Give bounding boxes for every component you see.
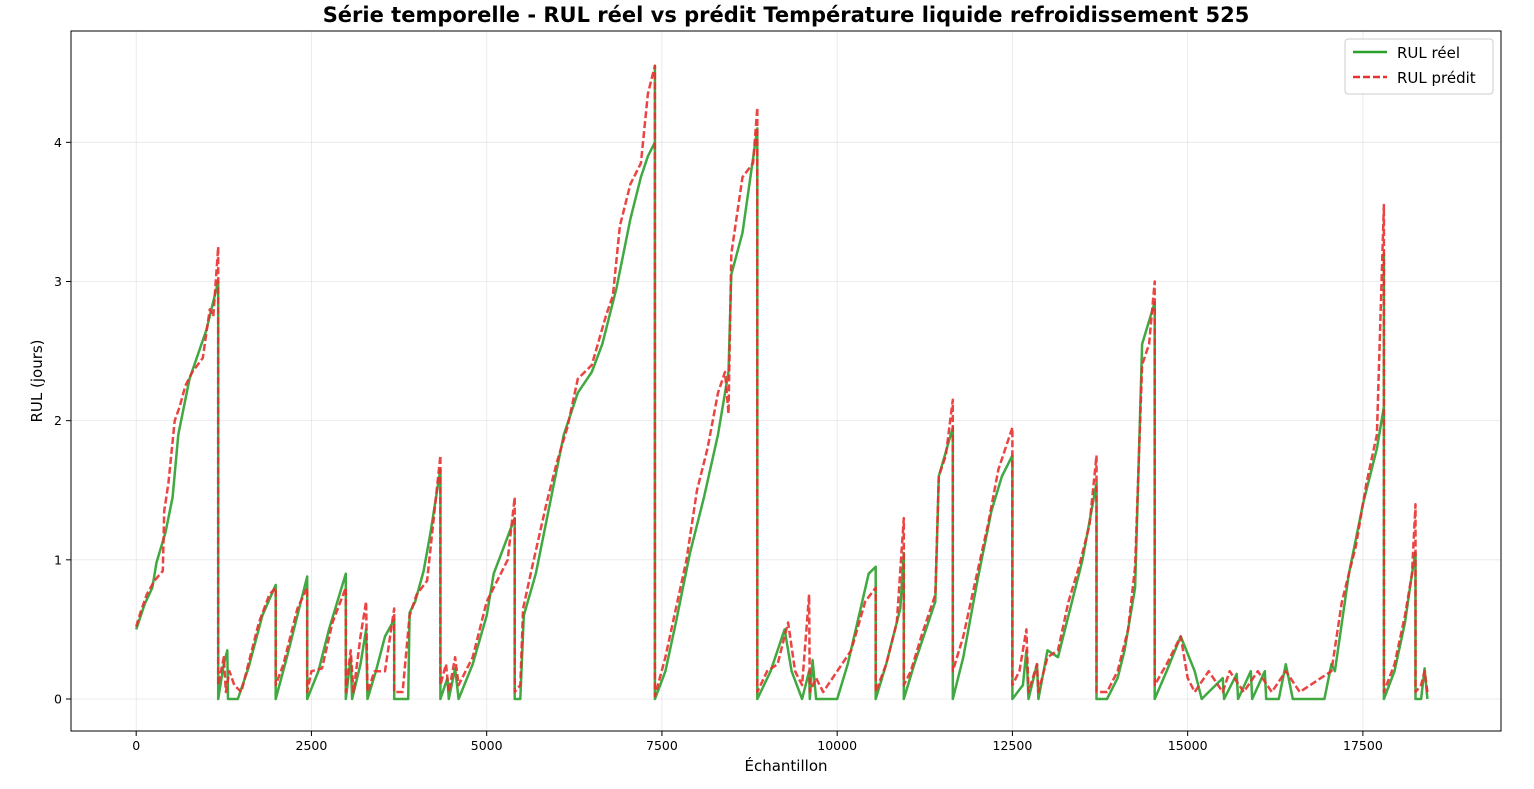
x-tick-label: 2500 [296,738,328,753]
y-tick-label: 1 [54,552,62,567]
y-tick-label: 3 [54,274,62,289]
axes-frame [70,30,1502,732]
grid-lines [71,31,1501,731]
x-tick-label: 12500 [993,738,1033,753]
series-layer [135,64,1429,701]
series-line-rul-reel [135,64,1429,701]
y-axis-ticks: 0 1 2 3 4 [54,135,71,706]
y-axis-label: RUL (jours) [28,339,46,422]
x-tick-label: 17500 [1343,738,1383,753]
x-tick-label: 0 [132,738,140,753]
x-tick-label: 15000 [1168,738,1208,753]
legend: RUL réel RUL prédit [1344,38,1494,95]
chart-title: Série temporelle - RUL réel vs prédit Te… [323,3,1250,27]
x-tick-label: 10000 [817,738,857,753]
x-tick-label: 5000 [471,738,503,753]
x-axis-label: Échantillon [745,756,828,775]
y-tick-label: 2 [54,413,62,428]
legend-label-rul-predit: RUL prédit [1397,69,1476,87]
y-tick-label: 0 [54,691,62,706]
y-tick-label: 4 [54,135,62,150]
legend-label-rul-reel: RUL réel [1397,44,1460,62]
x-tick-label: 7500 [646,738,678,753]
series-line-rul-predit [135,64,1429,698]
x-axis-ticks: 0 2500 5000 7500 10000 12500 15000 17500 [132,731,1383,753]
